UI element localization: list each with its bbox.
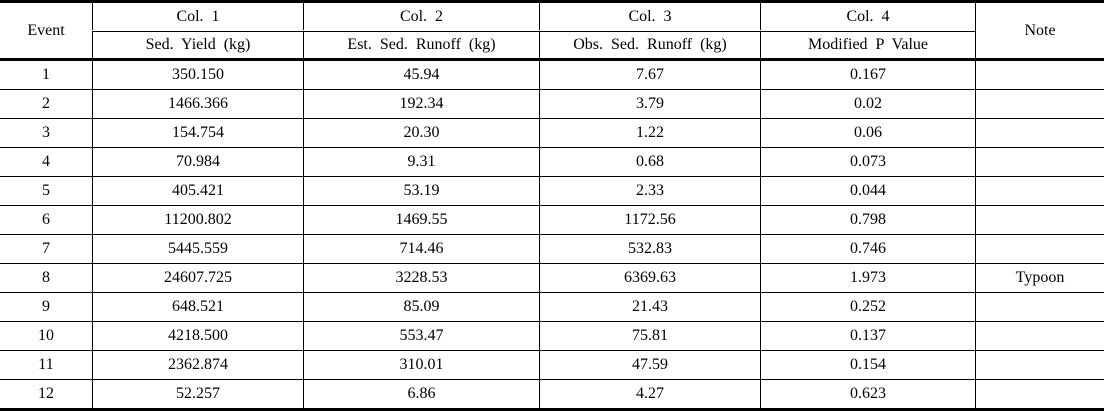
p-value-cell: 0.154 xyxy=(760,351,975,379)
event-cell: 10 xyxy=(38,327,54,344)
sed-yield-cell: 2362.874 xyxy=(92,351,303,379)
p-value-cell: 0.798 xyxy=(760,206,975,234)
event-cell: 1 xyxy=(42,66,50,83)
obs-runoff-cell: 4.27 xyxy=(539,380,760,408)
table-row: 3 154.754 20.30 1.22 0.06 xyxy=(0,119,1104,148)
note-cell xyxy=(975,90,1104,118)
header-event: Event xyxy=(27,21,65,39)
obs-runoff-cell: 2.33 xyxy=(539,177,760,205)
obs-runoff-cell: 1172.56 xyxy=(539,206,760,234)
header-col3-title: Col. 3 xyxy=(539,3,760,30)
est-runoff-cell: 45.94 xyxy=(303,61,539,89)
header-col1-subtitle: Sed. Yield (kg) xyxy=(92,30,303,58)
est-runoff-cell: 9.31 xyxy=(303,148,539,176)
obs-runoff-cell: 75.81 xyxy=(539,322,760,350)
note-cell xyxy=(975,322,1104,350)
sed-yield-cell: 1466.366 xyxy=(92,90,303,118)
note-cell xyxy=(975,351,1104,379)
est-runoff-cell: 3228.53 xyxy=(303,264,539,292)
obs-runoff-cell: 0.68 xyxy=(539,148,760,176)
est-runoff-cell: 53.19 xyxy=(303,177,539,205)
sed-yield-cell: 4218.500 xyxy=(92,322,303,350)
est-runoff-cell: 6.86 xyxy=(303,380,539,408)
note-cell: Typoon xyxy=(975,264,1104,292)
note-cell xyxy=(975,61,1104,89)
est-runoff-cell: 85.09 xyxy=(303,293,539,321)
p-value-cell: 0.252 xyxy=(760,293,975,321)
header-note: Note xyxy=(975,3,1104,58)
p-value-cell: 0.167 xyxy=(760,61,975,89)
event-cell: 5 xyxy=(42,182,50,199)
sed-yield-cell: 648.521 xyxy=(92,293,303,321)
event-cell: 2 xyxy=(42,95,50,112)
note-cell xyxy=(975,177,1104,205)
obs-runoff-cell: 1.22 xyxy=(539,119,760,147)
note-cell xyxy=(975,293,1104,321)
p-value-cell: 0.623 xyxy=(760,380,975,408)
note-cell xyxy=(975,148,1104,176)
sed-yield-cell: 70.984 xyxy=(92,148,303,176)
note-cell xyxy=(975,206,1104,234)
table-header: Event Col. 1 Col. 2 Col. 3 Col. 4 Sed. Y… xyxy=(0,3,1104,61)
p-value-cell: 0.137 xyxy=(760,322,975,350)
obs-runoff-cell: 21.43 xyxy=(539,293,760,321)
p-value-cell: 0.073 xyxy=(760,148,975,176)
header-col1-title: Col. 1 xyxy=(92,3,303,30)
note-cell xyxy=(975,119,1104,147)
table-body: 1 350.150 45.94 7.67 0.167 2 1466.366 19… xyxy=(0,61,1104,408)
event-cell: 9 xyxy=(42,298,50,315)
est-runoff-cell: 553.47 xyxy=(303,322,539,350)
header-col2-title: Col. 2 xyxy=(303,3,539,30)
obs-runoff-cell: 3.79 xyxy=(539,90,760,118)
p-value-cell: 0.044 xyxy=(760,177,975,205)
table-row: 6 11200.802 1469.55 1172.56 0.798 xyxy=(0,206,1104,235)
sed-yield-cell: 5445.559 xyxy=(92,235,303,263)
obs-runoff-cell: 47.59 xyxy=(539,351,760,379)
header-col4-title: Col. 4 xyxy=(760,3,975,30)
table-row: 9 648.521 85.09 21.43 0.252 xyxy=(0,293,1104,322)
header-col4-subtitle: Modified P Value xyxy=(760,30,975,58)
header-col3-subtitle: Obs. Sed. Runoff (kg) xyxy=(539,30,760,58)
event-cell: 11 xyxy=(38,356,54,373)
est-runoff-cell: 20.30 xyxy=(303,119,539,147)
table-row: 4 70.984 9.31 0.68 0.073 xyxy=(0,148,1104,177)
event-cell: 7 xyxy=(42,240,50,257)
est-runoff-cell: 310.01 xyxy=(303,351,539,379)
header-col2-subtitle: Est. Sed. Runoff (kg) xyxy=(303,30,539,58)
p-value-cell: 0.02 xyxy=(760,90,975,118)
p-value-cell: 1.973 xyxy=(760,264,975,292)
sed-yield-cell: 405.421 xyxy=(92,177,303,205)
table-row: 7 5445.559 714.46 532.83 0.746 xyxy=(0,235,1104,264)
event-cell: 3 xyxy=(42,124,50,141)
sed-yield-cell: 350.150 xyxy=(92,61,303,89)
table-row: 1 350.150 45.94 7.67 0.167 xyxy=(0,61,1104,90)
obs-runoff-cell: 532.83 xyxy=(539,235,760,263)
est-runoff-cell: 192.34 xyxy=(303,90,539,118)
table-row: 2 1466.366 192.34 3.79 0.02 xyxy=(0,90,1104,119)
event-cell: 12 xyxy=(38,385,54,402)
obs-runoff-cell: 6369.63 xyxy=(539,264,760,292)
event-cell: 8 xyxy=(42,269,50,286)
note-cell xyxy=(975,235,1104,263)
est-runoff-cell: 1469.55 xyxy=(303,206,539,234)
obs-runoff-cell: 7.67 xyxy=(539,61,760,89)
p-value-cell: 0.06 xyxy=(760,119,975,147)
est-runoff-cell: 714.46 xyxy=(303,235,539,263)
sed-yield-cell: 154.754 xyxy=(92,119,303,147)
table-row: 5 405.421 53.19 2.33 0.044 xyxy=(0,177,1104,206)
table-row: 11 2362.874 310.01 47.59 0.154 xyxy=(0,351,1104,380)
p-value-cell: 0.746 xyxy=(760,235,975,263)
table-row: 12 52.257 6.86 4.27 0.623 xyxy=(0,380,1104,408)
event-cell: 6 xyxy=(42,211,50,228)
sed-yield-cell: 24607.725 xyxy=(92,264,303,292)
table-row: 8 24607.725 3228.53 6369.63 1.973 Typoon xyxy=(0,264,1104,293)
sed-yield-cell: 11200.802 xyxy=(92,206,303,234)
table-row: 10 4218.500 553.47 75.81 0.137 xyxy=(0,322,1104,351)
sed-yield-cell: 52.257 xyxy=(92,380,303,408)
event-cell: 4 xyxy=(42,153,50,170)
note-cell xyxy=(975,380,1104,408)
